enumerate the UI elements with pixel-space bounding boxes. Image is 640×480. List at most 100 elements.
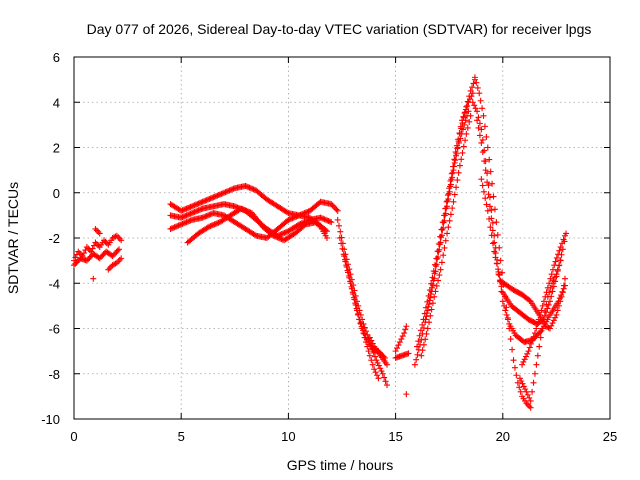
data-point [448, 176, 455, 183]
data-point [445, 224, 452, 231]
data-point [438, 259, 445, 266]
data-point [491, 248, 498, 255]
data-point [334, 207, 341, 214]
data-point [552, 314, 559, 321]
data-point [431, 270, 438, 277]
data-point [473, 79, 480, 86]
data-point [178, 214, 185, 221]
data-point [487, 168, 494, 175]
data-point [192, 201, 199, 208]
data-point [476, 120, 483, 127]
data-point [371, 366, 378, 373]
data-point [230, 185, 237, 192]
data-point [443, 198, 450, 205]
data-point [422, 336, 429, 343]
data-point [493, 260, 500, 267]
data-point [419, 347, 426, 354]
data-point [365, 348, 372, 355]
data-point [102, 238, 109, 245]
data-point [83, 257, 90, 264]
x-tick-label: 10 [281, 429, 295, 444]
data-point [372, 353, 379, 360]
data-point [324, 217, 331, 224]
y-tick-label: -4 [48, 276, 60, 291]
data-points [71, 74, 570, 411]
data-point [428, 306, 435, 313]
data-point [168, 225, 175, 232]
data-point [486, 203, 493, 210]
data-point [543, 301, 550, 308]
data-point [375, 362, 382, 369]
data-point [170, 224, 177, 231]
data-point [328, 219, 335, 226]
data-point [491, 206, 498, 213]
data-point [555, 302, 562, 309]
data-point [377, 365, 384, 372]
data-point [457, 135, 464, 142]
data-point [554, 307, 561, 314]
data-point [448, 170, 455, 177]
y-tick-label: 2 [53, 141, 60, 156]
data-point [245, 184, 252, 191]
y-tick-label: -6 [48, 322, 60, 337]
data-point [441, 212, 448, 219]
data-point [544, 284, 551, 291]
data-point [531, 330, 538, 337]
data-point [489, 219, 496, 226]
data-point [392, 348, 399, 355]
data-point [455, 169, 462, 176]
data-point [503, 311, 510, 318]
data-point [522, 386, 529, 393]
data-point [543, 289, 550, 296]
data-point [246, 184, 253, 191]
data-point [522, 353, 529, 360]
data-point [223, 188, 230, 195]
data-point [444, 230, 451, 237]
data-point [325, 218, 332, 225]
data-point [116, 256, 123, 263]
data-point [207, 223, 214, 230]
data-point [229, 186, 236, 193]
data-point [411, 361, 418, 368]
data-point [184, 211, 191, 218]
data-point [399, 333, 406, 340]
data-point [244, 208, 251, 215]
data-point [458, 130, 465, 137]
data-point [354, 307, 361, 314]
x-tick-label: 20 [496, 429, 510, 444]
data-point [479, 149, 486, 156]
data-point [174, 223, 181, 230]
data-point [190, 209, 197, 216]
data-point [186, 211, 193, 218]
data-point [536, 343, 543, 350]
data-point [171, 224, 178, 231]
data-point [432, 261, 439, 268]
data-point [425, 303, 432, 310]
x-tick-label: 25 [603, 429, 617, 444]
data-point [429, 284, 436, 291]
data-point [450, 163, 457, 170]
data-point [205, 196, 211, 203]
data-point [246, 208, 253, 215]
data-point [496, 272, 503, 279]
data-point [211, 193, 218, 200]
data-point [537, 334, 544, 341]
data-point [514, 379, 521, 386]
data-point [226, 187, 233, 194]
data-point [98, 254, 105, 261]
data-point [416, 332, 423, 339]
data-point [460, 143, 467, 150]
data-point [329, 202, 336, 209]
data-point [348, 285, 355, 292]
data-point [481, 147, 488, 154]
data-point [529, 337, 536, 344]
data-point [555, 251, 562, 258]
data-point [218, 190, 225, 197]
data-point [440, 252, 447, 259]
data-point [326, 218, 333, 225]
data-point [361, 334, 368, 341]
data-point [459, 149, 466, 156]
data-point [364, 343, 371, 350]
data-point [109, 253, 116, 260]
data-point [81, 250, 88, 257]
